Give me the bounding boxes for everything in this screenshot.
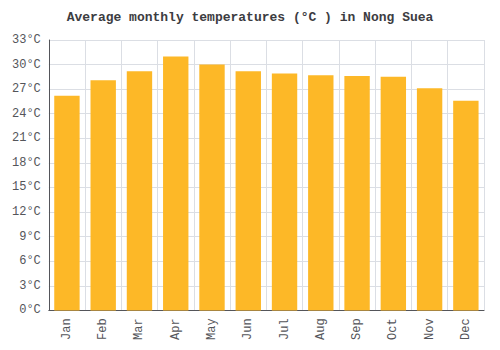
- svg-text:Dec: Dec: [459, 318, 473, 340]
- svg-text:Average monthly temperatures (: Average monthly temperatures (°C ) in No…: [67, 10, 434, 25]
- svg-text:27°C: 27°C: [12, 82, 41, 96]
- svg-text:May: May: [205, 318, 219, 340]
- svg-text:3°C: 3°C: [19, 279, 41, 293]
- svg-text:Jul: Jul: [278, 318, 292, 340]
- svg-text:33°C: 33°C: [12, 33, 41, 47]
- svg-text:Mar: Mar: [132, 318, 146, 340]
- svg-text:Jun: Jun: [241, 318, 255, 340]
- svg-text:21°C: 21°C: [12, 131, 41, 145]
- svg-text:Feb: Feb: [96, 318, 110, 340]
- svg-text:Oct: Oct: [386, 318, 400, 340]
- svg-text:Sep: Sep: [350, 318, 364, 340]
- svg-text:Nov: Nov: [423, 318, 437, 340]
- svg-text:12°C: 12°C: [12, 205, 41, 219]
- svg-text:30°C: 30°C: [12, 58, 41, 72]
- svg-text:24°C: 24°C: [12, 107, 41, 121]
- svg-text:0°C: 0°C: [19, 303, 41, 317]
- svg-text:18°C: 18°C: [12, 156, 41, 170]
- svg-text:Aug: Aug: [314, 318, 328, 340]
- svg-text:6°C: 6°C: [19, 254, 41, 268]
- svg-text:Apr: Apr: [169, 318, 183, 340]
- svg-text:9°C: 9°C: [19, 230, 41, 244]
- svg-text:Jan: Jan: [60, 318, 74, 340]
- svg-text:15°C: 15°C: [12, 180, 41, 194]
